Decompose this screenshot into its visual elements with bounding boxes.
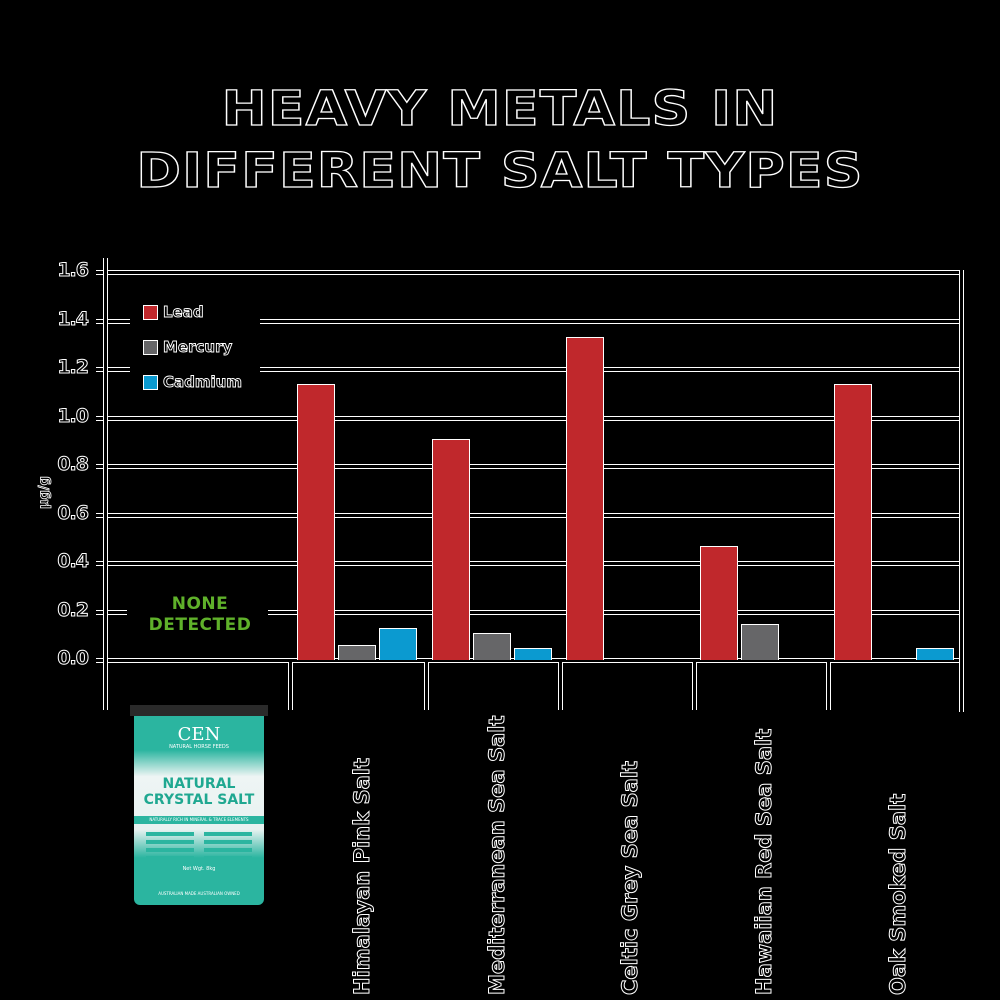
annotation-line-2: DETECTED: [148, 615, 252, 635]
bar-cadmium: [379, 628, 417, 660]
gridline: [96, 415, 962, 421]
product-name-line-2: CRYSTAL SALT: [143, 792, 255, 808]
x-axis-label: Himalayan Pink Salt: [350, 757, 375, 995]
plot-right-border: [959, 270, 964, 712]
category-separator: [692, 662, 697, 710]
gridline: [96, 464, 962, 469]
gridline: [96, 561, 962, 566]
chart-title-line-2: DIFFERENT SALT TYPES: [136, 142, 864, 199]
bar-mercury: [741, 623, 779, 660]
legend-label: Mercury: [163, 338, 233, 357]
y-axis-line: [103, 258, 108, 710]
y-tick-label: 1.2: [57, 356, 90, 379]
y-tick-label: 1.4: [57, 307, 90, 330]
cadmium-swatch: [143, 374, 158, 390]
bar-lead: [432, 439, 470, 660]
y-tick-label: 0.0: [57, 647, 90, 670]
gridline: [96, 270, 962, 275]
feature-pill: [146, 832, 194, 836]
y-tick-label: 0.8: [57, 453, 90, 476]
gridline: [260, 318, 962, 324]
x-axis-label: Oak Smoked Salt: [886, 793, 911, 995]
brand-subtitle: NATURAL HORSE FEEDS: [169, 744, 229, 750]
y-tick-label: 0.6: [57, 501, 90, 524]
feature-pill: [204, 832, 252, 836]
product-band: NATURALLY RICH IN MINERAL & TRACE ELEMEN…: [134, 816, 264, 824]
none-detected-annotation: NONE DETECTED: [130, 594, 270, 636]
gridline: [268, 609, 962, 615]
category-separator: [424, 662, 429, 710]
bar-mercury: [473, 633, 511, 660]
feature-pill: [146, 840, 194, 844]
feature-pill: [146, 856, 194, 860]
bag-footer: AUSTRALIAN MADE AUSTRALIAN OWNED: [158, 891, 240, 896]
gridline: [260, 367, 962, 372]
legend-item-mercury: Mercury: [143, 338, 233, 357]
bar-cadmium: [514, 647, 552, 660]
category-separator: [826, 662, 831, 710]
category-separator: [103, 662, 108, 710]
feature-pill: [204, 856, 252, 860]
gridline: [96, 318, 130, 324]
bar-mercury: [338, 645, 376, 660]
annotation-line-1: NONE: [171, 594, 229, 614]
x-axis-label: Celtic Grey Sea Salt: [618, 760, 643, 995]
lead-swatch: [143, 304, 158, 320]
category-separator: [558, 662, 563, 710]
legend-label: Cadmium: [163, 373, 243, 392]
chart-title: HEAVY METALS IN DIFFERENT SALT TYPES: [0, 78, 1000, 202]
feature-pill: [146, 848, 194, 852]
bag-body: CEN NATURAL HORSE FEEDS NATURAL CRYSTAL …: [134, 716, 264, 905]
y-tick-label: 1.6: [57, 259, 90, 282]
product-name: NATURAL CRYSTAL SALT: [134, 776, 264, 808]
product-name-line-1: NATURAL: [162, 776, 236, 792]
category-separator: [288, 662, 293, 710]
chart-title-line-1: HEAVY METALS IN: [221, 80, 779, 137]
bar-lead: [834, 383, 872, 660]
gridline: [96, 367, 130, 372]
product-bag-image: CEN NATURAL HORSE FEEDS NATURAL CRYSTAL …: [130, 705, 268, 905]
gridline: [96, 512, 962, 518]
x-axis-label: Hawaiian Red Sea Salt: [752, 728, 777, 995]
y-tick-label: 0.4: [57, 550, 90, 573]
net-weight: Net Wgt. 8kg: [182, 866, 216, 872]
legend-item-cadmium: Cadmium: [143, 373, 243, 392]
bag-top-seam: [130, 705, 268, 716]
bar-lead: [297, 383, 335, 660]
y-tick-label: 0.2: [57, 598, 90, 621]
bar-cadmium: [916, 647, 954, 660]
y-tick-label: 1.0: [57, 404, 90, 427]
bar-lead: [566, 337, 604, 660]
bar-lead: [700, 546, 738, 660]
legend-item-lead: Lead: [143, 303, 204, 322]
feature-pill: [204, 848, 252, 852]
legend-label: Lead: [163, 303, 204, 322]
mercury-swatch: [143, 339, 158, 355]
feature-pill: [204, 840, 252, 844]
brand-logo: CEN: [177, 724, 221, 745]
gridline: [96, 609, 127, 615]
x-axis-label: Mediterranean Sea Salt: [485, 715, 510, 996]
